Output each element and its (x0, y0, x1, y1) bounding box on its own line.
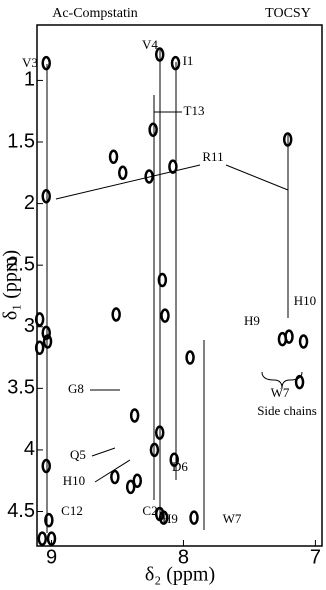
chart-subtitle: TOCSY (265, 6, 311, 21)
peak (149, 442, 160, 458)
peak (157, 272, 168, 288)
peak (34, 312, 45, 327)
y-axis-label: δ₁ (ppm) (0, 250, 22, 320)
annotation: G8 (68, 381, 84, 396)
peak (144, 169, 154, 184)
x-tick-label: 8 (178, 546, 189, 568)
x-axis-label: δ₂ (ppm) (145, 564, 215, 585)
peak (148, 122, 158, 137)
annotation: Side chains (257, 403, 317, 418)
peak (37, 531, 48, 546)
peak (110, 469, 120, 485)
peak (160, 308, 170, 323)
peak (170, 55, 181, 71)
annotation: W7 (223, 511, 242, 526)
connector (55, 164, 201, 200)
peak (108, 149, 119, 165)
peak (158, 510, 169, 525)
connector (225, 164, 289, 191)
annotation: D6 (172, 459, 188, 474)
y-tick-label: 2 (24, 192, 35, 214)
annotation: V4 (142, 37, 158, 52)
peak (41, 325, 51, 341)
annotation: T13 (184, 103, 205, 118)
annotation: H10 (294, 293, 316, 308)
y-tick-label: 1.5 (7, 130, 35, 152)
x-tick-label: 9 (46, 546, 57, 568)
annotation: V3 (22, 55, 38, 70)
y-tick-label: 3 (24, 315, 35, 337)
peak (185, 350, 195, 365)
annotation: C12 (61, 503, 83, 518)
y-tick-label: 4.5 (7, 500, 35, 522)
peak (154, 47, 165, 62)
peak (129, 408, 140, 423)
y-tick-label: 2.5 (7, 253, 35, 275)
peak (46, 531, 57, 546)
annotation: I1 (183, 53, 194, 68)
connector (91, 447, 116, 457)
peak (282, 132, 293, 147)
peak (169, 452, 179, 468)
peak (189, 510, 199, 525)
peak (34, 340, 45, 355)
peak (118, 165, 128, 181)
peak (168, 159, 178, 174)
y-tick-label: 1 (24, 69, 35, 91)
x-tick-label: 7 (310, 546, 321, 568)
annotation: W7 (271, 385, 290, 400)
annotation: Q5 (70, 447, 86, 462)
peak (41, 188, 51, 204)
peak (42, 334, 53, 349)
peak (154, 425, 165, 440)
peak (41, 458, 51, 474)
annotation: H9 (162, 511, 178, 526)
chart-title: Ac-Compstatin (52, 6, 138, 21)
peak (294, 374, 305, 390)
peak (111, 307, 121, 322)
peak (132, 473, 143, 488)
peak (277, 331, 288, 347)
y-tick-label: 3.5 (7, 377, 35, 399)
annotation: H9 (244, 313, 260, 328)
plot-frame (36, 24, 323, 547)
annotation: R11 (202, 149, 223, 164)
peak (41, 55, 51, 71)
y-tick-label: 4 (24, 438, 35, 460)
peak (298, 334, 309, 349)
annotation: H10 (63, 473, 85, 488)
peak (44, 512, 54, 528)
peak (125, 479, 136, 495)
annotation: C2 (142, 503, 157, 518)
